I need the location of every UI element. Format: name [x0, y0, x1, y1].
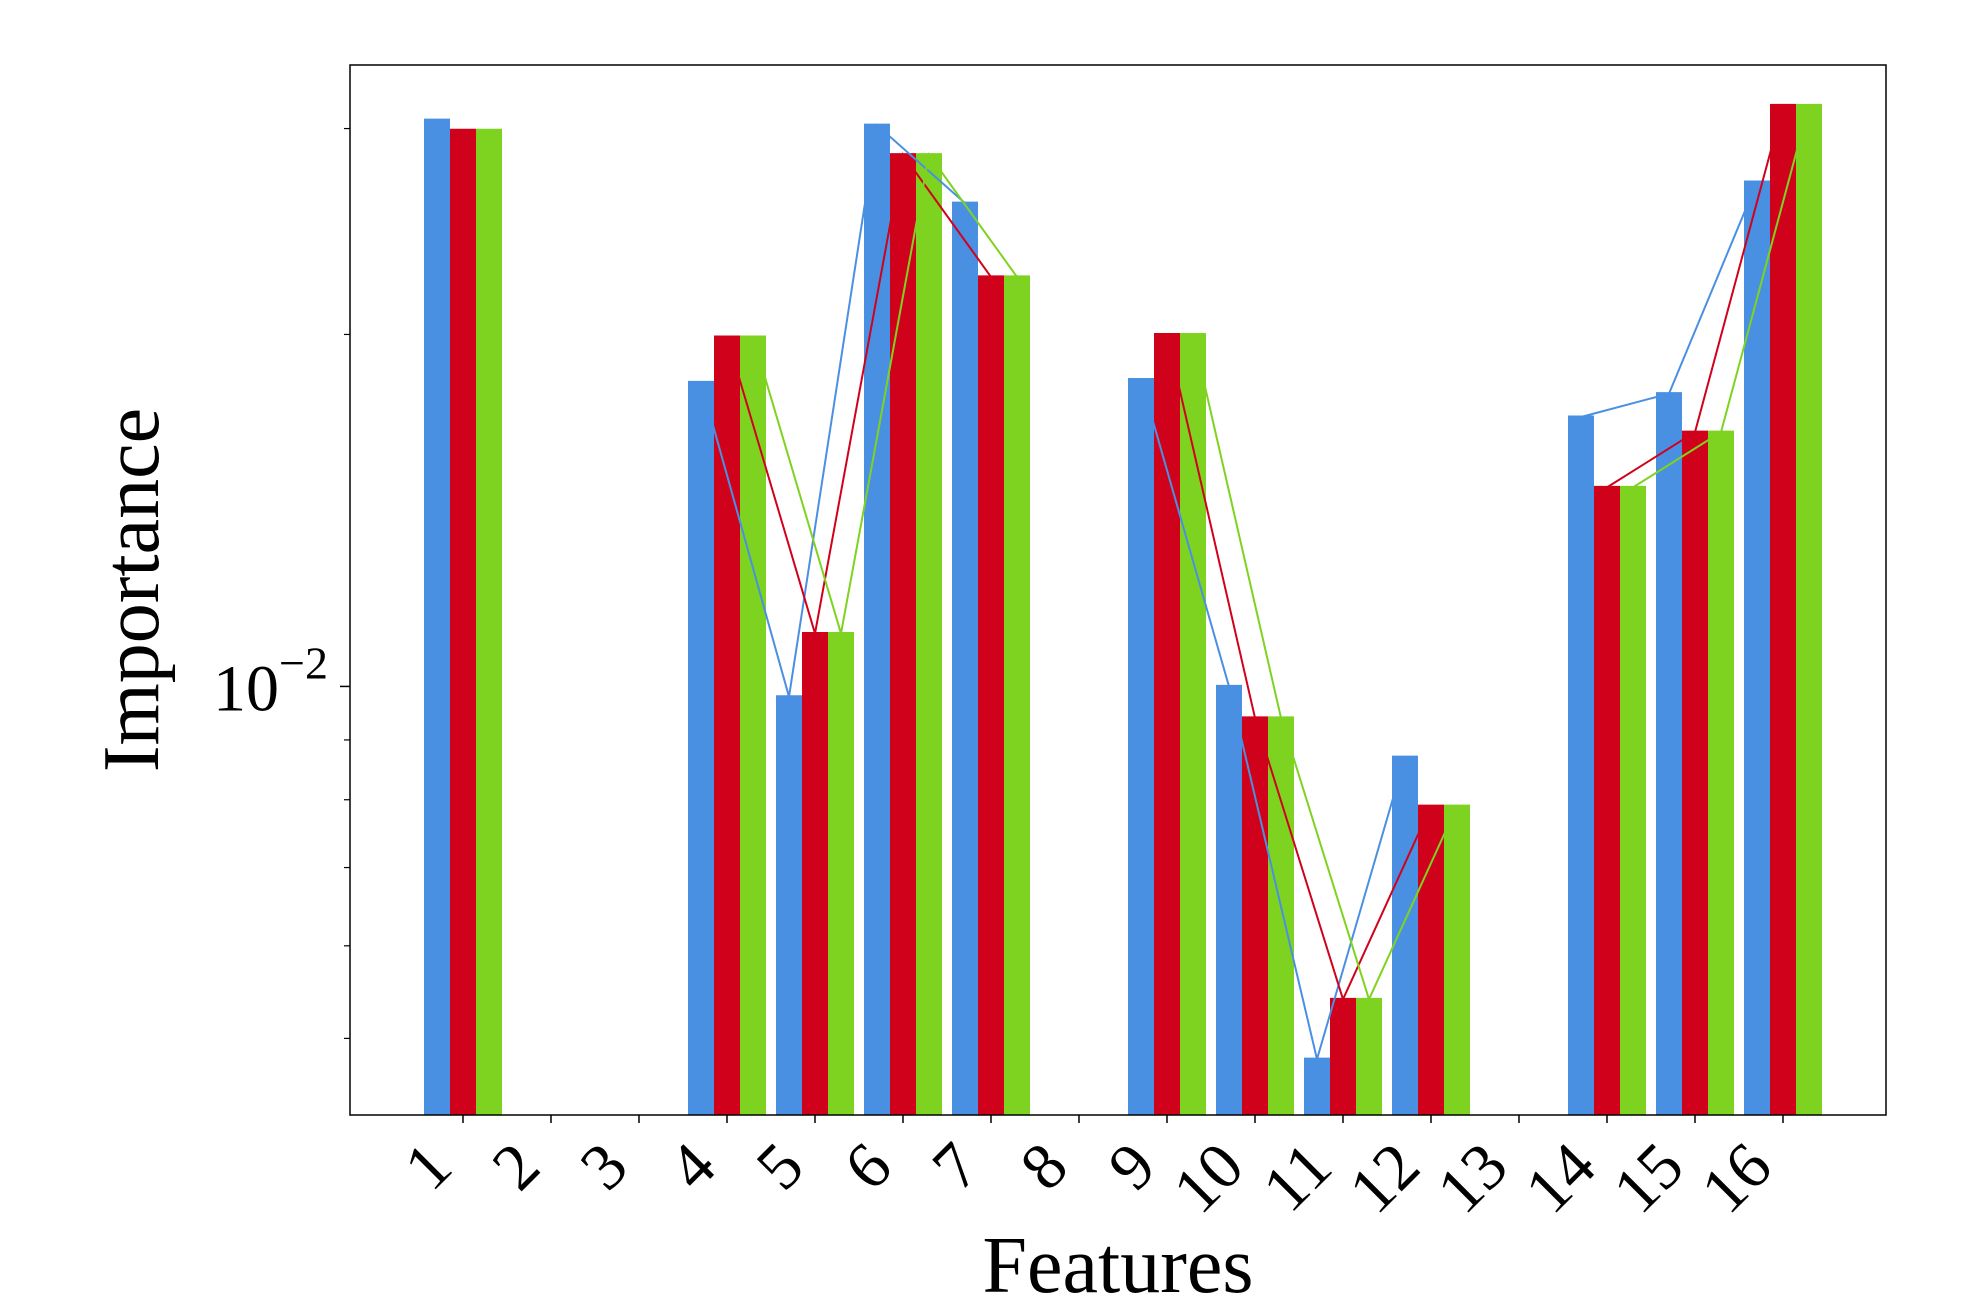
- x-tick-label-13: 13: [1423, 1129, 1521, 1227]
- x-tick-label-3: 3: [567, 1129, 642, 1204]
- y-axis-label: Importance: [88, 408, 176, 772]
- bar-series2-feature-6: [890, 154, 916, 1115]
- x-tick-label-5: 5: [743, 1129, 818, 1204]
- bar-series3-feature-12: [1444, 806, 1470, 1115]
- connector-series1-group-3: [1580, 181, 1758, 418]
- x-tick-label-12: 12: [1335, 1129, 1433, 1227]
- connector-series3-group-2: [1192, 334, 1458, 1003]
- bar-series1-feature-6: [864, 125, 890, 1116]
- bar-series3-feature-5: [828, 633, 854, 1115]
- bar-series2-feature-11: [1330, 999, 1356, 1115]
- x-tick-label-7: 7: [919, 1129, 994, 1204]
- bar-series1-feature-16: [1744, 182, 1770, 1115]
- bar-series1-feature-11: [1304, 1059, 1330, 1115]
- bar-series3-feature-15: [1708, 432, 1734, 1116]
- connector-series3-group-1: [752, 152, 1018, 634]
- bar-series2-feature-1: [450, 130, 476, 1115]
- bar-series2-feature-9: [1154, 334, 1180, 1115]
- bar-series1-feature-12: [1392, 757, 1418, 1115]
- bar-series2-feature-15: [1682, 432, 1708, 1116]
- bar-series2-feature-7: [978, 276, 1004, 1115]
- x-tick-label-14: 14: [1511, 1129, 1609, 1227]
- bar-series3-feature-10: [1268, 717, 1294, 1115]
- bar-series1-feature-10: [1216, 686, 1242, 1115]
- x-tick-label-2: 2: [479, 1129, 554, 1204]
- bar-series3-feature-14: [1620, 487, 1646, 1115]
- bar-series1-feature-1: [424, 120, 450, 1116]
- x-tick-label-9: 9: [1095, 1129, 1170, 1204]
- bar-series1-feature-9: [1128, 379, 1154, 1115]
- bar-series1-feature-7: [952, 203, 978, 1115]
- bar-series1-feature-15: [1656, 393, 1682, 1115]
- bar-series1-feature-5: [776, 696, 802, 1115]
- connector-series2-group-1: [726, 152, 992, 634]
- bar-series2-feature-5: [802, 633, 828, 1115]
- connector-series2-group-3: [1606, 105, 1784, 489]
- bar-series3-feature-16: [1796, 105, 1822, 1115]
- bar-series2-feature-16: [1770, 105, 1796, 1115]
- bar-series2-feature-4: [714, 336, 740, 1116]
- bar-series3-feature-6: [916, 154, 942, 1115]
- bar-series2-feature-14: [1594, 487, 1620, 1115]
- x-tick-label-10: 10: [1159, 1129, 1257, 1227]
- bar-series1-feature-14: [1568, 416, 1594, 1115]
- bar-series1-feature-4: [688, 382, 714, 1115]
- x-axis-label: Features: [982, 1222, 1253, 1310]
- bar-series2-feature-10: [1242, 717, 1268, 1115]
- x-tick-label-15: 15: [1599, 1129, 1697, 1227]
- x-tick-label-4: 4: [655, 1129, 730, 1204]
- bar-series3-feature-11: [1356, 999, 1382, 1115]
- x-tick-label-16: 16: [1687, 1129, 1785, 1227]
- connector-series2-group-2: [1166, 334, 1432, 1003]
- plot-frame: [349, 64, 1887, 1116]
- y-ticks-layer: 10−2: [213, 127, 350, 1040]
- y-tick-label-1: 10−2: [213, 637, 328, 725]
- bars-layer: [424, 103, 1822, 1116]
- connector-series3-group-3: [1632, 105, 1810, 489]
- bar-series3-feature-9: [1180, 334, 1206, 1115]
- bar-series3-feature-4: [740, 336, 766, 1116]
- x-tick-label-1: 1: [391, 1129, 466, 1204]
- x-tick-label-6: 6: [831, 1129, 906, 1204]
- x-tick-label-8: 8: [1007, 1129, 1082, 1204]
- bar-series3-feature-7: [1004, 276, 1030, 1115]
- connector-series1-group-1: [700, 123, 966, 697]
- connector-series1-group-2: [1140, 379, 1406, 1064]
- connector-lines-layer: [700, 105, 1810, 1064]
- bar-series3-feature-1: [476, 130, 502, 1115]
- bar-series2-feature-12: [1418, 806, 1444, 1115]
- x-tick-label-11: 11: [1249, 1129, 1346, 1226]
